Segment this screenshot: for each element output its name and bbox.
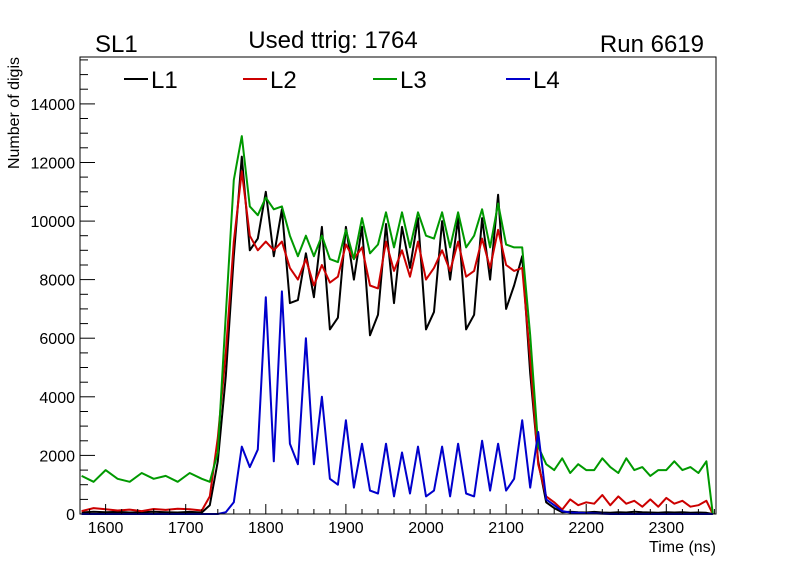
plot-frame bbox=[79, 56, 717, 515]
y-axis: 0 2000 4000 6000 8000 10000 12000 14000 bbox=[31, 59, 95, 524]
legend-entry-l4: L4 bbox=[506, 67, 560, 94]
y-tick-label: 8000 bbox=[39, 273, 75, 290]
x-tick-label: 2100 bbox=[488, 520, 524, 537]
legend-label-l2: L2 bbox=[270, 67, 297, 94]
legend: L1 L2 L3 L4 bbox=[124, 67, 560, 94]
legend-label-l4: L4 bbox=[533, 67, 560, 94]
x-axis: 1600 1700 1800 1900 2000 2100 2200 2300 bbox=[88, 504, 715, 537]
legend-entry-l2: L2 bbox=[243, 67, 297, 94]
x-tick-label: 1700 bbox=[168, 520, 204, 537]
legend-label-l3: L3 bbox=[400, 67, 427, 94]
y-tick-label: 14000 bbox=[31, 97, 76, 114]
x-tick-label: 2200 bbox=[568, 520, 604, 537]
series-line-l3 bbox=[81, 135, 714, 515]
title-center: Used ttrig: 1764 bbox=[248, 27, 417, 54]
x-tick-label: 1800 bbox=[248, 520, 284, 537]
x-tick-label: 2300 bbox=[649, 520, 685, 537]
y-tick-label: 6000 bbox=[39, 331, 75, 348]
y-tick-label: 4000 bbox=[39, 390, 75, 407]
y-tick-label: 10000 bbox=[31, 214, 76, 231]
legend-entry-l3: L3 bbox=[373, 67, 427, 94]
legend-entry-l1: L1 bbox=[124, 67, 178, 94]
y-tick-label: 0 bbox=[66, 507, 75, 524]
y-tick-label: 12000 bbox=[31, 156, 76, 173]
y-tick-label: 2000 bbox=[39, 448, 75, 465]
x-tick-label: 1600 bbox=[88, 520, 124, 537]
series-line-l1 bbox=[81, 155, 713, 515]
title-left: SL1 bbox=[95, 31, 138, 58]
x-axis-label: Time (ns) bbox=[649, 539, 716, 556]
title-right: Run 6619 bbox=[600, 31, 704, 58]
y-axis-label: Number of digis bbox=[6, 57, 23, 169]
x-tick-label: 2000 bbox=[408, 520, 444, 537]
legend-label-l1: L1 bbox=[151, 67, 178, 94]
x-tick-label: 1900 bbox=[328, 520, 364, 537]
